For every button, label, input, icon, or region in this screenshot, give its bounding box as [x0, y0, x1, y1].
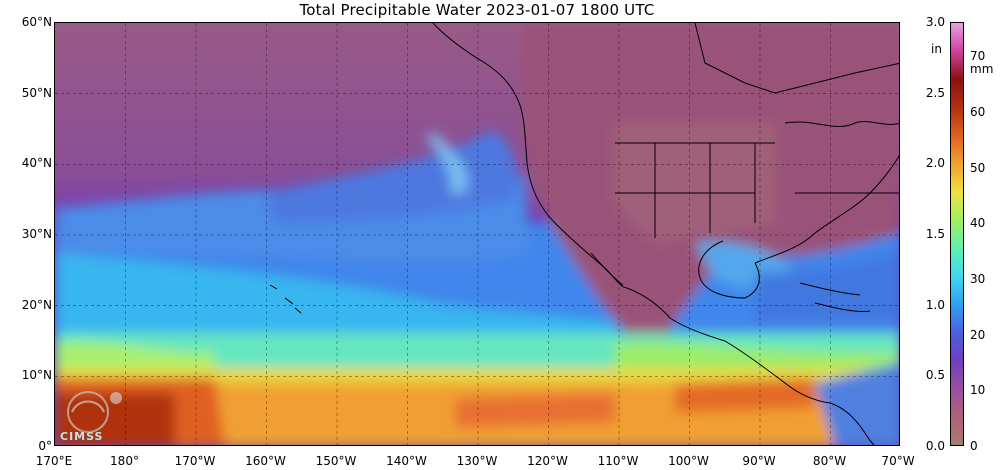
lat-label-40n: 40°N: [21, 156, 52, 171]
colorbar-in-tick: 1.5: [925, 227, 945, 241]
lon-label-170w: 170°W: [174, 454, 216, 468]
cimss-logo-text: CIMSS: [60, 430, 104, 443]
lon-label-80w: 80°W: [812, 454, 847, 468]
lon-label-120w: 120°W: [527, 454, 568, 468]
colorbar-mm-tick: 40: [970, 216, 986, 231]
lon-label-150w: 150°W: [315, 454, 357, 468]
colorbar-in-tick: 2.5: [925, 85, 945, 100]
tpw-map: [54, 22, 900, 446]
lon-label-160w: 160°W: [245, 454, 286, 468]
colorbar-mm-tick: 70: [970, 49, 986, 64]
tpw-field: [55, 23, 899, 445]
colorbar-in-tick: 1.0: [925, 297, 945, 312]
lat-label-60n: 60°N: [21, 15, 52, 29]
lat-label-30n: 30°N: [21, 227, 52, 241]
colorbar-in-tick: 2.0: [925, 156, 945, 171]
lon-label-130w: 130°W: [456, 454, 498, 468]
colorbar-unit-mm: mm: [970, 62, 994, 76]
lon-label-100w: 100°W: [668, 454, 709, 468]
lon-label-70w: 70°W: [881, 454, 915, 468]
lat-label-20n: 20°N: [21, 297, 52, 312]
map-title: Total Precipitable Water 2023-01-07 1800…: [299, 1, 655, 19]
colorbar-mm-tick: 60: [970, 105, 986, 120]
lat-label-0: 0°: [38, 439, 52, 453]
colorbar-mm-tick: 30: [970, 272, 986, 287]
lon-label-90w: 90°W: [742, 454, 776, 468]
lon-label-180: 180°: [110, 454, 139, 468]
colorbar-in-tick: 0.0: [925, 439, 945, 453]
lat-label-50n: 50°N: [21, 85, 52, 100]
colorbar-unit-in: in: [931, 42, 942, 56]
colorbar-mm-tick: 20: [970, 327, 986, 342]
lat-label-10n: 10°N: [21, 368, 52, 383]
colorbar-in-tick: 0.5: [925, 368, 945, 383]
lon-label-110w: 110°W: [597, 454, 639, 468]
colorbar-mm-tick: 10: [970, 383, 986, 398]
colorbar: [950, 22, 964, 446]
lon-label-140w: 140°W: [386, 454, 427, 468]
colorbar-in-tick: 3.0: [925, 15, 945, 29]
colorbar-mm-tick: 50: [970, 160, 986, 175]
cimss-logo: [67, 391, 122, 433]
colorbar-mm-tick: 0: [970, 439, 978, 453]
lon-label-170e: 170°E: [35, 454, 73, 468]
